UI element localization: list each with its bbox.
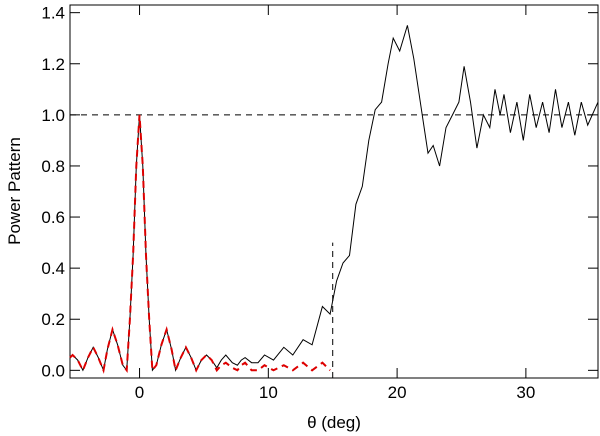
y-axis-label: Power Pattern [5,137,24,245]
x-tick-label: 0 [135,383,144,402]
y-tick-label: 0.8 [41,157,65,176]
x-tick-label: 10 [259,383,278,402]
y-tick-label: 0.4 [41,259,65,278]
y-tick-label: 1.4 [41,4,65,23]
y-tick-label: 1.2 [41,55,65,74]
plot-frame [69,4,599,379]
y-tick-label: 1.0 [41,106,65,125]
series-line [69,25,599,373]
x-tick-label: 30 [516,383,535,402]
x-tick-label: 20 [388,383,407,402]
series-line [69,114,331,374]
x-axis-label: θ (deg) [307,413,361,432]
y-tick-label: 0.2 [41,310,65,329]
y-tick-label: 0.0 [41,361,65,380]
y-tick-label: 0.6 [41,208,65,227]
